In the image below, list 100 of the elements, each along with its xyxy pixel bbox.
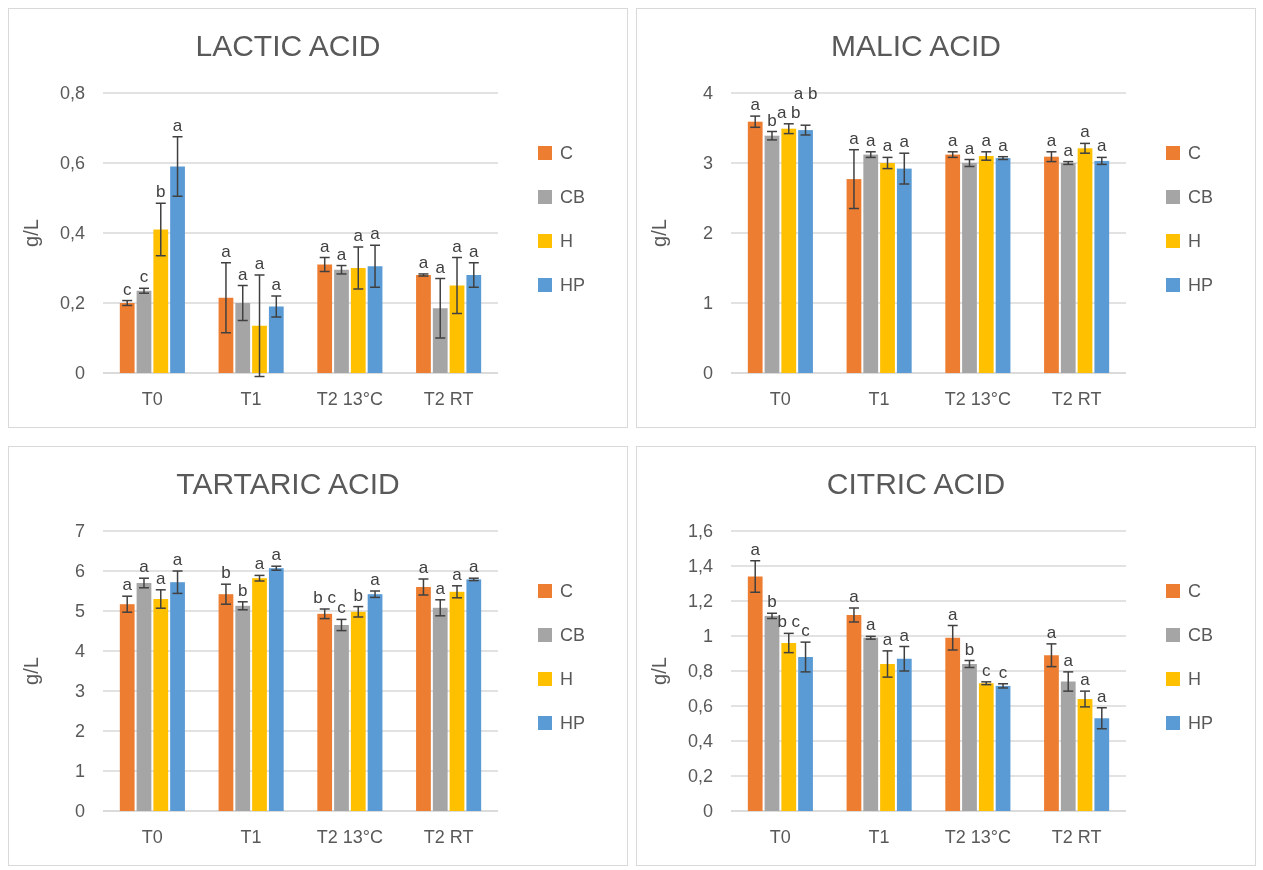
bar <box>781 643 797 811</box>
bar <box>781 128 797 373</box>
data-label: a <box>1097 136 1108 156</box>
y-tick-label: 6 <box>74 561 85 582</box>
bar <box>416 587 431 811</box>
data-label: a <box>172 550 183 569</box>
bar <box>317 264 333 373</box>
data-label: a <box>899 625 910 645</box>
y-tick-label: 2 <box>74 721 85 742</box>
data-label: a <box>899 132 910 152</box>
legend-label: H <box>560 231 573 252</box>
data-label: a <box>435 257 446 277</box>
bar <box>880 664 895 811</box>
data-label: b <box>353 585 363 605</box>
chart-title: LACTIC ACID <box>195 29 381 62</box>
x-tick-label: T0 <box>141 389 163 409</box>
x-tick-label: T0 <box>769 827 791 847</box>
data-label: a <box>319 236 330 256</box>
bar <box>218 297 234 373</box>
bar <box>945 637 961 811</box>
bar <box>764 135 780 373</box>
bar <box>1044 655 1059 811</box>
y-tick-label: 1 <box>702 293 713 314</box>
x-tick-label: T2 RT <box>1051 827 1102 847</box>
bar <box>1077 148 1093 373</box>
bar <box>170 582 185 811</box>
y-tick-label: 5 <box>74 601 85 622</box>
data-label: a <box>353 226 364 245</box>
y-tick-label: 0 <box>702 363 713 384</box>
data-label: a <box>866 130 876 150</box>
data-label: a <box>139 557 150 577</box>
data-label: a <box>452 236 463 256</box>
bar <box>350 611 366 811</box>
legend-label: HP <box>1188 713 1214 734</box>
data-label: a <box>156 568 167 588</box>
data-label: a <box>947 130 958 150</box>
chart-title: TARTARIC ACID <box>176 467 400 500</box>
x-tick-label: T2 13°C <box>944 389 1011 409</box>
data-label: a <box>1097 686 1108 706</box>
bar <box>466 579 482 811</box>
data-label: a <box>172 115 183 135</box>
bar <box>153 229 169 373</box>
data-label: a <box>370 224 381 244</box>
bar <box>218 594 234 811</box>
data-label: a <box>1046 622 1057 642</box>
y-tick-label: 0 <box>74 363 85 384</box>
bar <box>1044 156 1059 373</box>
bar <box>798 130 813 373</box>
data-label: a <box>254 254 265 273</box>
data-label: a <box>849 128 860 148</box>
x-tick-label: T1 <box>240 389 262 409</box>
bar <box>268 568 284 811</box>
data-label: a <box>1080 670 1091 690</box>
data-label: a <box>336 244 347 264</box>
data-label: c <box>998 662 1008 682</box>
data-label: b c <box>313 588 337 607</box>
data-label: a <box>238 264 248 284</box>
bar <box>747 121 763 373</box>
y-tick-label: 1,4 <box>687 556 713 577</box>
x-tick-label: T1 <box>868 389 890 409</box>
bar <box>170 166 185 373</box>
bar <box>119 303 135 373</box>
data-label: a <box>998 135 1009 155</box>
bar <box>1060 681 1076 811</box>
bar <box>945 154 961 373</box>
legend-label: CB <box>560 187 586 208</box>
data-label: a <box>981 130 992 150</box>
data-label: a <box>469 241 480 261</box>
bar <box>1094 160 1110 373</box>
bar <box>846 615 862 811</box>
y-tick-label: 7 <box>74 521 85 542</box>
data-label: a <box>866 615 876 635</box>
data-label: a <box>882 136 893 156</box>
data-label: b <box>156 182 166 202</box>
bar <box>978 156 994 373</box>
data-label: a <box>750 95 761 115</box>
bar <box>798 657 813 811</box>
data-label: a <box>271 545 282 565</box>
data-label: c <box>122 279 132 299</box>
data-label: a <box>1063 650 1074 670</box>
data-label: a b <box>776 102 801 122</box>
data-label: a b <box>793 84 818 104</box>
bar <box>252 578 267 811</box>
bar <box>962 664 977 811</box>
y-tick-label: 1,2 <box>687 591 713 612</box>
bar <box>252 325 267 373</box>
data-label: b <box>767 110 777 130</box>
x-tick-label: T2 RT <box>423 827 474 847</box>
legend-label: HP <box>560 713 586 734</box>
bar <box>896 658 912 811</box>
bar <box>136 290 152 373</box>
x-tick-label: T2 RT <box>423 389 474 409</box>
data-label: a <box>849 587 860 606</box>
bar <box>846 179 862 373</box>
x-tick-label: T2 13°C <box>316 827 383 847</box>
x-tick-label: T1 <box>868 827 890 847</box>
bar <box>962 163 977 373</box>
data-label: c <box>337 598 347 618</box>
chart-title: MALIC ACID <box>830 29 1002 62</box>
x-tick-label: T2 RT <box>1051 389 1102 409</box>
